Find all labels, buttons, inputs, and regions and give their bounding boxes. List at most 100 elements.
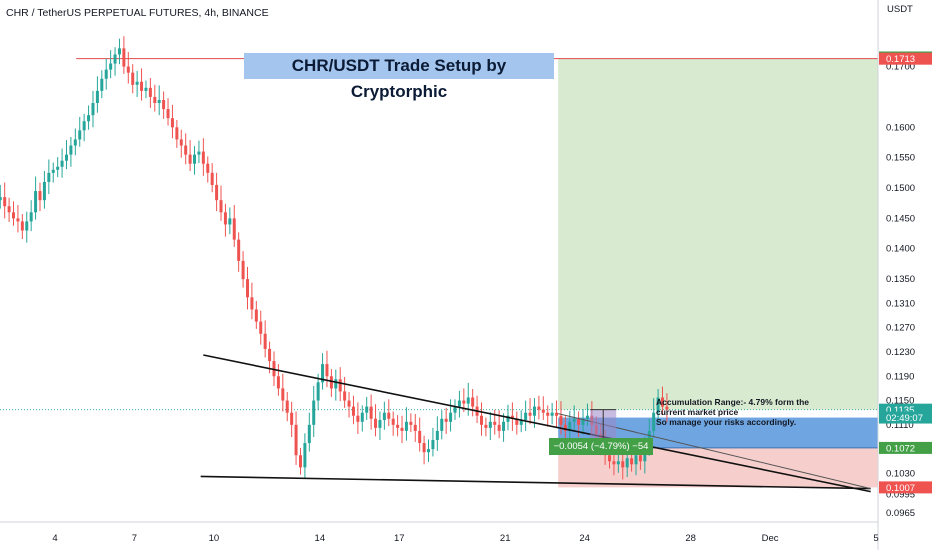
price-tick-label: 0.0995 — [886, 490, 915, 501]
price-tick-label: 0.1310 — [886, 298, 915, 309]
candle-body — [652, 412, 656, 431]
price-badge — [879, 411, 932, 424]
time-tick-label: 7 — [132, 533, 137, 544]
candle-body — [634, 455, 638, 465]
accumulation-note[interactable]: Accumulation Range:- 4.79% form the curr… — [656, 397, 810, 427]
currency-label: USDT — [887, 4, 913, 15]
candle-body — [42, 181, 46, 201]
candle-body — [7, 206, 11, 213]
candle-body — [572, 418, 576, 422]
candle-body — [78, 130, 82, 140]
candle-body — [351, 406, 355, 416]
price-tick-label: 0.1030 — [886, 468, 915, 479]
candle-body — [162, 99, 166, 110]
candle-body — [140, 81, 144, 91]
candle-body — [20, 221, 24, 231]
candle-body — [303, 443, 307, 468]
candle-body — [219, 200, 223, 213]
candle-body — [47, 172, 51, 182]
candle-body — [122, 48, 126, 67]
candle-body — [60, 160, 64, 167]
candle-body — [148, 87, 152, 97]
candle-body — [479, 415, 483, 425]
candle-body — [281, 388, 285, 401]
price-tick-label: 0.1700 — [886, 62, 915, 73]
candle-body — [109, 63, 113, 70]
chart-title-box[interactable]: CHR/USDT Trade Setup by Cryptorphic — [244, 53, 554, 101]
candle-body — [541, 409, 545, 413]
price-tick-label: 0.1600 — [886, 122, 915, 133]
candle-body — [69, 145, 73, 155]
time-tick-label: 10 — [209, 533, 220, 544]
candle-body — [356, 415, 360, 422]
candle-body — [312, 400, 316, 425]
candle-body — [510, 415, 514, 419]
candle-body — [382, 412, 386, 420]
candle-body — [170, 118, 174, 128]
candle-body — [201, 151, 205, 164]
candle-body — [316, 382, 320, 401]
candle-body — [418, 430, 422, 444]
candle-body — [100, 78, 104, 91]
candle-body — [577, 418, 581, 425]
candle-body — [325, 364, 329, 377]
candle-body — [462, 400, 466, 404]
candle-body — [210, 172, 214, 185]
candle-body — [113, 54, 117, 64]
candle-body — [126, 66, 130, 73]
candle-body — [585, 415, 589, 419]
candle-body — [193, 154, 197, 164]
candle-body — [519, 419, 523, 425]
candle-body — [268, 348, 272, 362]
candle-body — [223, 212, 227, 225]
candle-body — [294, 424, 298, 456]
candle-body — [34, 191, 38, 213]
candle-body — [298, 455, 302, 468]
candle-body — [440, 418, 444, 431]
candle-body — [241, 260, 245, 280]
trendline-lower — [200, 475, 871, 490]
time-tick-label: 17 — [394, 533, 405, 544]
candle-body — [427, 449, 431, 453]
candle-body — [321, 364, 325, 383]
candle-body — [334, 379, 338, 389]
candle-body — [515, 418, 519, 425]
candle-body — [546, 412, 550, 416]
measure-label[interactable]: −0.0054 (−4.79%) −54 — [549, 438, 653, 455]
candle-body — [391, 418, 395, 425]
candle-body — [104, 69, 108, 79]
price-tick-label: 0.0965 — [886, 508, 915, 519]
candle-body — [232, 218, 236, 240]
candle-body — [497, 424, 501, 431]
candle-body — [276, 376, 280, 389]
price-tick-label: 0.1350 — [886, 274, 915, 285]
candle-body — [197, 151, 201, 155]
candle-body — [206, 163, 210, 173]
candle-body — [378, 419, 382, 428]
candle-body — [493, 421, 497, 425]
price-badge-label: 0.1135 — [886, 405, 914, 416]
candle-body — [95, 90, 99, 104]
candle-body — [188, 154, 192, 164]
candle-body — [612, 461, 616, 465]
candle-body — [488, 421, 492, 428]
price-tick-label: 0.1270 — [886, 323, 915, 334]
candle-body — [175, 127, 179, 140]
candle-body — [347, 400, 351, 407]
price-badge — [879, 441, 932, 454]
candle-body — [471, 397, 475, 407]
time-tick-label: 28 — [685, 533, 696, 544]
price-tick-label: 0.1550 — [886, 153, 915, 164]
candle-body — [365, 406, 369, 413]
candle-body — [153, 96, 157, 104]
candle-body — [608, 455, 612, 462]
price-tick-label: 0.1230 — [886, 347, 915, 358]
candle-body — [431, 440, 435, 450]
candle-body — [369, 406, 373, 419]
price-tick-label: 0.1110 — [886, 420, 914, 431]
candle-body — [246, 279, 250, 298]
candle-body — [237, 239, 241, 261]
candle-body — [502, 421, 506, 431]
